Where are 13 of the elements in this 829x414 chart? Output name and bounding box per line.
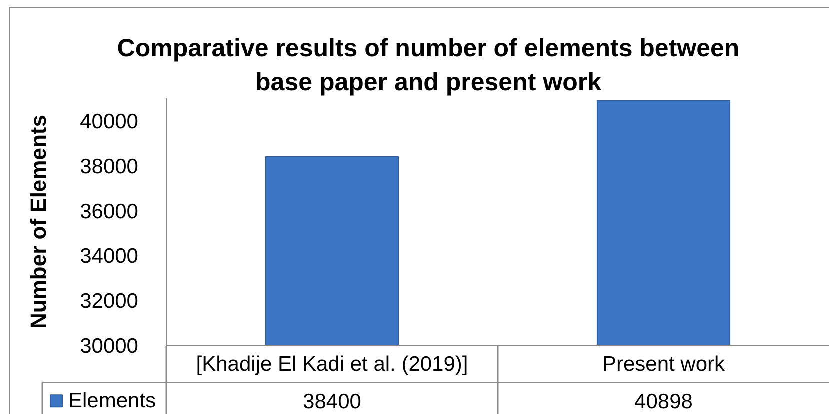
y-tick-label: 34000	[80, 245, 139, 268]
y-tick-label: 38000	[80, 155, 139, 178]
y-tick-label: 40000	[80, 110, 139, 134]
y-axis-title: Number of Elements	[26, 115, 52, 329]
legend-label: Elements	[68, 390, 156, 413]
x-tick-label: [Khadije El Kadi et al. (2019)]	[196, 352, 468, 376]
y-tick-label: 32000	[80, 290, 139, 314]
y-tick-label: 30000	[80, 335, 139, 358]
data-label: 38400	[303, 390, 362, 414]
x-tick-label: Present work	[602, 352, 726, 376]
y-tick-label: 36000	[80, 200, 139, 224]
data-label: 40898	[634, 390, 693, 414]
chart-title: Comparative results of number of elements between base paper and present work	[117, 34, 740, 96]
